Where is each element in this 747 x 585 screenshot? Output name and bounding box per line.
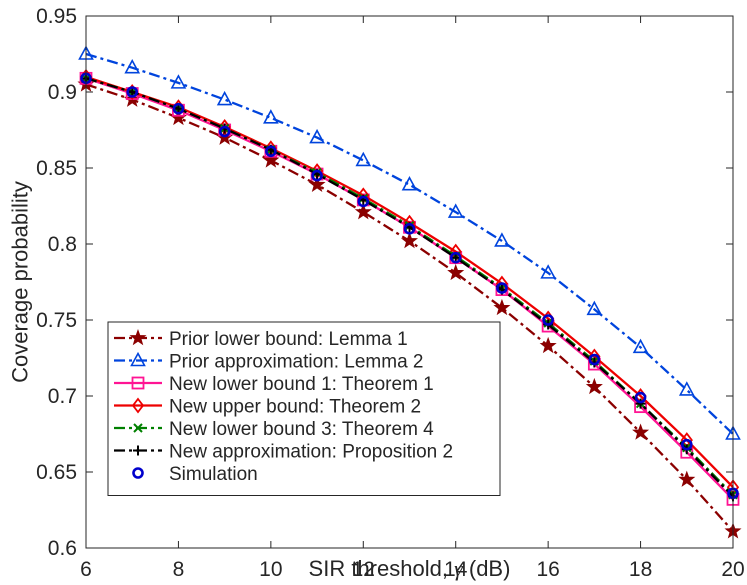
data-point <box>496 282 508 294</box>
legend-box <box>107 321 501 496</box>
axis-ticks: 6 8 10 12 14 16 18 20 0.6 0.65 0.7 0.75 0.8 0.85 0.9 0.… <box>36 5 745 581</box>
data-point <box>172 102 185 115</box>
x-axis-label-text: SIR threshold, <box>309 556 448 581</box>
plot-frame <box>85 15 734 549</box>
legend-entry: Simulation <box>132 464 258 485</box>
series-line <box>85 52 734 435</box>
legend-label: New upper bound: Theorem 2 <box>169 397 421 418</box>
data-point <box>262 151 280 168</box>
x-tick-label: 16 <box>536 558 559 581</box>
legend-marker <box>129 329 147 346</box>
data-point <box>585 377 603 395</box>
data-point <box>493 298 511 316</box>
legend-label: Prior lower bound: Lemma 1 <box>169 329 408 350</box>
x-axis-label: SIR threshold, γ (dB) <box>309 556 511 581</box>
data-point <box>678 381 695 396</box>
x-tick-label: 14 <box>444 558 468 581</box>
data-point <box>170 74 187 89</box>
data-point <box>309 128 325 144</box>
y-tick-label: 0.75 <box>36 309 77 332</box>
data-point <box>634 391 647 404</box>
legend-entry: Prior approximation: Lemma 2 <box>114 352 424 373</box>
data-point <box>539 336 557 354</box>
y-tick-label: 0.7 <box>48 385 77 408</box>
data-point <box>680 438 693 451</box>
data-point <box>311 169 323 182</box>
data-point <box>400 232 419 249</box>
legend-marker <box>131 397 145 414</box>
data-point <box>632 423 650 440</box>
data-point <box>354 203 372 220</box>
data-point <box>540 264 556 279</box>
y-tick-label: 0.65 <box>36 461 77 484</box>
data-point <box>678 470 696 487</box>
legend-marker <box>133 445 143 456</box>
legend-entry: New lower bound 3: Theorem 4 <box>114 419 434 440</box>
data-point <box>355 151 372 167</box>
series-layer <box>77 45 742 539</box>
data-point <box>542 314 554 326</box>
legend-label: Prior approximation: Lemma 2 <box>169 352 424 373</box>
y-tick-label: 0.9 <box>48 81 77 104</box>
data-point <box>357 195 370 208</box>
data-point <box>588 353 601 366</box>
x-tick-label: 12 <box>352 558 375 581</box>
data-point <box>586 300 603 316</box>
legend-label: New lower bound 3: Theorem 4 <box>169 419 434 440</box>
legend-marker <box>133 423 143 433</box>
legend-marker <box>131 376 145 390</box>
data-point <box>124 59 141 74</box>
data-point <box>265 145 277 158</box>
legend-entry: New approximation: Proposition 2 <box>114 442 453 463</box>
data-point <box>308 175 326 192</box>
data-point <box>403 223 416 235</box>
data-point <box>401 176 418 191</box>
data-point <box>447 263 465 281</box>
data-point <box>216 90 233 106</box>
data-point <box>494 232 510 247</box>
legend-marker <box>132 467 144 479</box>
legend-entry: New lower bound 1: Theorem 1 <box>114 374 434 395</box>
data-point <box>447 203 464 218</box>
legend-entry: New upper bound: Theorem 2 <box>114 397 421 418</box>
x-tick-label: 8 <box>173 558 185 581</box>
legend-entry: Prior lower bound: Lemma 1 <box>114 329 408 350</box>
data-point <box>218 125 231 138</box>
data-point <box>449 251 462 264</box>
y-tick-label: 0.8 <box>48 233 77 256</box>
data-point <box>632 338 649 354</box>
y-axis-label: Coverage probability <box>8 181 33 383</box>
data-point <box>126 86 139 98</box>
y-tick-label: 0.85 <box>36 157 77 180</box>
data-point <box>263 109 279 124</box>
y-tick-label: 0.6 <box>48 537 77 560</box>
legend-marker <box>130 351 146 367</box>
x-tick-label: 10 <box>259 558 282 581</box>
x-axis-label-symbol: γ <box>454 556 464 581</box>
legend-label: Simulation <box>169 464 258 485</box>
x-tick-label: 6 <box>80 558 92 581</box>
x-axis-label-unit: (dB) <box>469 556 511 581</box>
data-point <box>635 398 646 409</box>
legend-label: New approximation: Proposition 2 <box>169 442 453 463</box>
y-tick-label: 0.95 <box>36 5 77 28</box>
x-tick-label: 18 <box>629 558 652 581</box>
series-7 <box>80 72 739 500</box>
x-tick-label: 20 <box>721 558 744 581</box>
legend-label: New lower bound 1: Theorem 1 <box>169 374 434 395</box>
